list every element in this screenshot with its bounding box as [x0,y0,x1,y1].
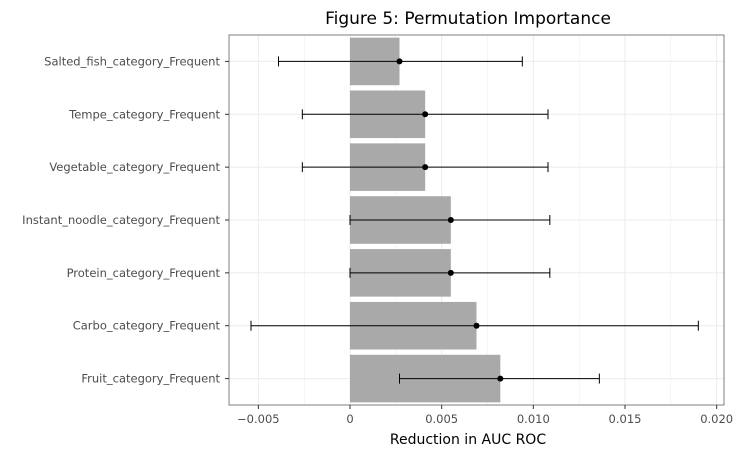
point-Vegetable_category_Frequent [422,164,429,171]
point-Tempe_category_Frequent [422,111,429,118]
y-tick-label: Instant_noodle_category_Frequent [22,213,220,227]
point-Salted_fish_category_Frequent [396,58,403,65]
y-tick-label: Salted_fish_category_Frequent [44,54,220,68]
y-tick-label: Protein_category_Frequent [67,266,221,280]
chart-title: Figure 5: Permutation Importance [325,9,611,29]
point-Instant_noodle_category_Frequent [447,217,454,223]
point-Carbo_category_Frequent [473,322,480,329]
y-tick-label: Fruit_category_Frequent [81,372,220,386]
y-tick-label: Tempe_category_Frequent [68,107,220,121]
x-tick-label: 0 [346,412,353,426]
x-tick-label: 0.020 [700,412,733,426]
points [396,58,504,382]
x-tick-label: 0.005 [425,412,458,426]
y-axis-ticks: Salted_fish_category_Frequent Tempe_categ… [22,54,229,386]
point-Protein_category_Frequent [447,269,454,276]
x-tick-label: 0.010 [517,412,550,426]
point-Fruit_category_Frequent [497,375,504,382]
x-axis-ticks: −0.005 0 0.005 0.010 0.015 0.020 [237,405,733,426]
y-tick-label: Carbo_category_Frequent [73,319,221,333]
x-axis-title: Reduction in AUC ROC [390,432,546,448]
x-tick-label: −0.005 [237,412,280,426]
x-tick-label: 0.015 [609,412,642,426]
y-tick-label: Vegetable_category_Frequent [49,160,220,174]
